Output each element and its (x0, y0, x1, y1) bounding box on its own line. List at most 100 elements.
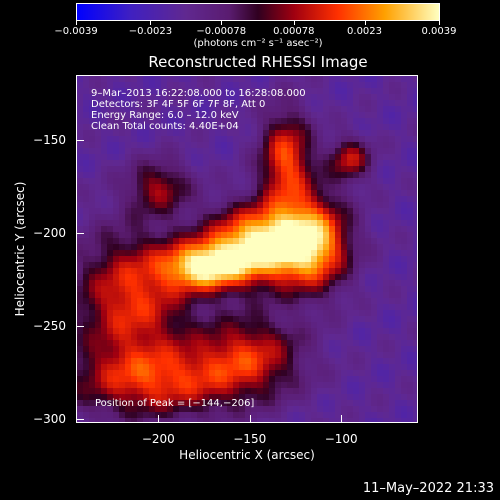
heatmap-cell (299, 358, 305, 364)
heatmap-cell (371, 148, 377, 154)
heatmap-cell (137, 184, 143, 190)
heatmap-cell (77, 82, 83, 88)
heatmap-cell (215, 268, 221, 274)
heatmap-cell (257, 400, 263, 406)
heatmap-cell (143, 118, 149, 124)
heatmap-cell (281, 346, 287, 352)
colorbar-tick (439, 21, 440, 25)
heatmap-cell (143, 178, 149, 184)
heatmap-cell (209, 226, 215, 232)
heatmap-cell (281, 400, 287, 406)
heatmap-cell (191, 208, 197, 214)
heatmap-cell (353, 154, 359, 160)
heatmap-cell (389, 190, 395, 196)
heatmap-cell (197, 370, 203, 376)
heatmap-cell (389, 256, 395, 262)
heatmap-cell (197, 298, 203, 304)
heatmap-cell (77, 112, 83, 118)
y-axis-tick (76, 140, 84, 142)
heatmap-cell (263, 100, 269, 106)
heatmap-cell (281, 244, 287, 250)
heatmap-cell (335, 82, 341, 88)
heatmap-cell (353, 214, 359, 220)
heatmap-cell (233, 112, 239, 118)
heatmap-cell (197, 118, 203, 124)
heatmap-cell (257, 406, 263, 412)
heatmap-cell (377, 310, 383, 316)
heatmap-cell (215, 340, 221, 346)
heatmap-cell (233, 184, 239, 190)
heatmap-cell (311, 364, 317, 370)
heatmap-cell (203, 184, 209, 190)
heatmap-cell (269, 142, 275, 148)
heatmap-cell (233, 118, 239, 124)
heatmap-cell (329, 232, 335, 238)
heatmap-cell (185, 334, 191, 340)
heatmap-cell (107, 142, 113, 148)
heatmap-cell (371, 370, 377, 376)
heatmap-cell (359, 76, 365, 82)
heatmap-cell (191, 322, 197, 328)
heatmap-cell (263, 334, 269, 340)
heatmap-cell (245, 148, 251, 154)
heatmap-cell (251, 370, 257, 376)
render-timestamp: 11–May–2022 21:33 (362, 481, 494, 496)
heatmap-cell (227, 382, 233, 388)
heatmap-cell (341, 340, 347, 346)
heatmap-cell (389, 220, 395, 226)
heatmap-cell (305, 244, 311, 250)
heatmap-cell (413, 124, 417, 130)
heatmap-cell (149, 238, 155, 244)
heatmap-cell (347, 250, 353, 256)
heatmap-cell (203, 202, 209, 208)
heatmap-cell (359, 286, 365, 292)
heatmap-cell (317, 388, 323, 394)
heatmap-cell (203, 82, 209, 88)
heatmap-cell (365, 232, 371, 238)
heatmap-cell (239, 130, 245, 136)
heatmap-cell (101, 76, 107, 82)
heatmap-cell (257, 262, 263, 268)
heatmap-cell (245, 274, 251, 280)
heatmap-cell (299, 322, 305, 328)
heatmap-cell (365, 238, 371, 244)
heatmap-cell (359, 106, 365, 112)
heatmap-cell (215, 346, 221, 352)
heatmap-cell (323, 376, 329, 382)
heatmap-cell (233, 196, 239, 202)
heatmap-cell (239, 388, 245, 394)
heatmap-cell (401, 244, 407, 250)
heatmap-cell (161, 370, 167, 376)
heatmap-cell (137, 172, 143, 178)
heatmap-cell (323, 250, 329, 256)
heatmap-cell (281, 130, 287, 136)
heatmap-cell (107, 316, 113, 322)
heatmap-cell (389, 346, 395, 352)
heatmap-cell (275, 124, 281, 130)
heatmap-cell (155, 94, 161, 100)
heatmap-cell (83, 208, 89, 214)
heatmap-cell (149, 88, 155, 94)
heatmap-cell (125, 346, 131, 352)
heatmap-cell (95, 388, 101, 394)
heatmap-cell (149, 388, 155, 394)
heatmap-cell (95, 136, 101, 142)
heatmap-cell (341, 328, 347, 334)
heatmap-cell (125, 166, 131, 172)
heatmap-cell (281, 238, 287, 244)
heatmap-cell (323, 88, 329, 94)
heatmap-cell (203, 382, 209, 388)
heatmap-cell (383, 298, 389, 304)
heatmap-cell (365, 220, 371, 226)
heatmap-cell (227, 412, 233, 418)
heatmap-cell (347, 298, 353, 304)
heatmap-cell (311, 118, 317, 124)
heatmap-cell (359, 370, 365, 376)
heatmap-cell (305, 262, 311, 268)
heatmap-cell (383, 418, 389, 422)
heatmap-cell (257, 142, 263, 148)
heatmap-cell (113, 412, 119, 418)
heatmap-cell (311, 280, 317, 286)
heatmap-cell (149, 400, 155, 406)
heatmap-cell (299, 148, 305, 154)
